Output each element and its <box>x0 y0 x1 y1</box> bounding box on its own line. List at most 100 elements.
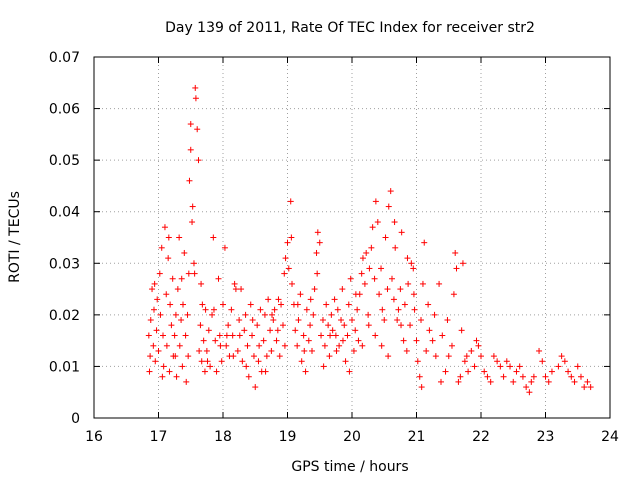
data-point <box>190 260 197 267</box>
data-point <box>510 378 517 385</box>
data-point <box>187 121 194 128</box>
data-point <box>452 249 459 256</box>
data-point <box>210 306 217 313</box>
data-point <box>254 322 261 329</box>
x-tick-label: 16 <box>85 429 103 445</box>
data-point <box>347 275 354 282</box>
data-point <box>262 368 269 375</box>
data-point <box>400 337 407 344</box>
data-point <box>153 327 160 334</box>
data-point <box>361 280 368 287</box>
data-point <box>478 353 484 360</box>
data-point <box>323 301 330 308</box>
data-point <box>181 249 188 256</box>
data-point <box>405 280 412 287</box>
data-point <box>201 368 208 375</box>
data-point <box>319 317 326 324</box>
data-point <box>316 239 323 246</box>
data-point <box>230 353 237 360</box>
data-point <box>577 373 584 380</box>
data-point <box>279 322 286 329</box>
data-point <box>444 317 451 324</box>
data-point <box>359 342 366 349</box>
data-point <box>173 373 180 380</box>
data-point <box>171 332 178 339</box>
data-point <box>528 378 535 385</box>
data-point <box>365 322 372 329</box>
data-point <box>345 301 352 308</box>
data-point <box>363 249 370 256</box>
data-point <box>411 306 418 313</box>
data-point <box>359 255 366 262</box>
data-point <box>530 373 537 380</box>
data-point <box>225 322 232 329</box>
data-point <box>459 260 466 267</box>
data-point <box>292 327 299 334</box>
data-point <box>401 301 408 308</box>
data-point <box>238 286 245 293</box>
data-point <box>545 378 552 385</box>
data-point <box>414 358 421 365</box>
data-point <box>410 265 417 272</box>
data-point <box>418 317 425 324</box>
data-point <box>232 286 239 293</box>
data-point <box>314 270 321 277</box>
data-point <box>442 368 449 375</box>
data-point <box>229 332 236 339</box>
data-point <box>382 234 389 241</box>
data-point <box>448 342 455 349</box>
data-point <box>294 342 301 349</box>
data-point <box>151 280 158 287</box>
data-point <box>334 306 341 313</box>
data-point <box>152 358 159 365</box>
data-point <box>438 378 445 385</box>
data-point <box>147 353 154 360</box>
data-point <box>163 291 170 298</box>
y-tick-label: 0 <box>71 411 80 427</box>
data-point <box>244 342 251 349</box>
data-point <box>154 296 161 303</box>
data-point <box>463 353 470 360</box>
data-point <box>339 337 346 344</box>
data-point <box>146 368 153 375</box>
data-point <box>161 224 168 231</box>
data-point <box>158 244 165 251</box>
x-tick-label: 23 <box>537 429 555 445</box>
data-point <box>216 332 223 339</box>
data-point <box>234 347 241 354</box>
data-point <box>368 244 375 251</box>
data-point <box>526 389 533 396</box>
data-point <box>313 249 320 256</box>
data-point <box>184 311 191 318</box>
y-tick-label: 0.07 <box>49 50 80 66</box>
data-point <box>436 280 443 287</box>
y-tick-label: 0.04 <box>49 205 80 221</box>
data-point <box>242 311 249 318</box>
data-point <box>160 332 167 339</box>
data-point <box>297 291 304 298</box>
data-point <box>571 378 578 385</box>
data-point <box>429 337 436 344</box>
data-point <box>403 347 410 354</box>
data-point <box>185 353 192 360</box>
data-point <box>584 378 591 385</box>
data-point <box>157 311 164 318</box>
data-point <box>263 353 270 360</box>
data-point <box>155 347 162 354</box>
data-point <box>320 363 327 370</box>
data-point <box>302 368 309 375</box>
data-point <box>245 373 252 380</box>
data-point <box>176 234 183 241</box>
data-point <box>169 275 176 282</box>
data-point <box>310 311 317 318</box>
data-point <box>354 306 361 313</box>
data-point <box>321 342 328 349</box>
data-point <box>287 198 294 205</box>
data-point <box>223 332 230 339</box>
data-point <box>163 342 170 349</box>
data-point <box>346 368 353 375</box>
data-point <box>282 255 289 262</box>
data-point <box>416 373 423 380</box>
data-point <box>395 306 402 313</box>
data-point <box>542 373 549 380</box>
